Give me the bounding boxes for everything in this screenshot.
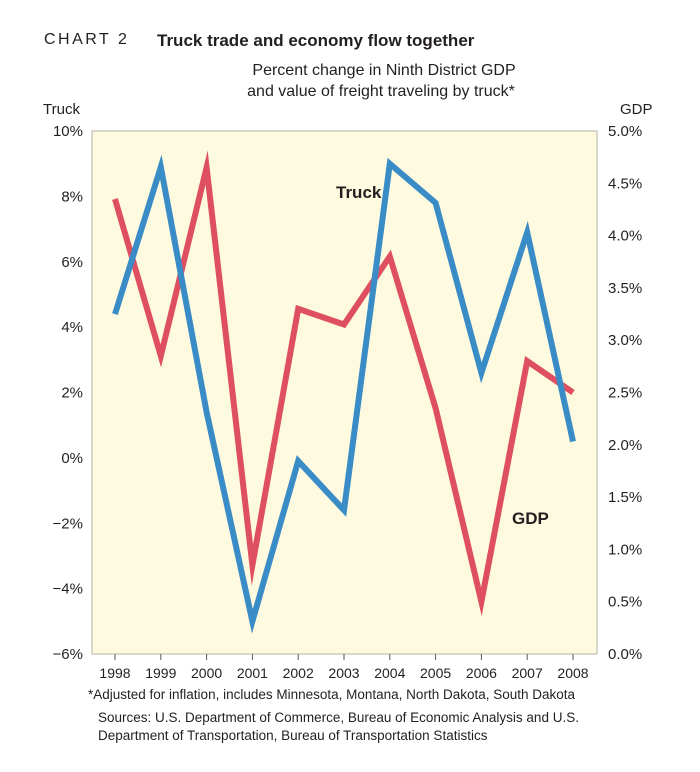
series-label-truck: Truck: [336, 183, 382, 202]
source-line2: Department of Transportation, Bureau of …: [98, 728, 488, 743]
left-tick-label: 0%: [61, 450, 83, 467]
left-tick-label: −4%: [53, 581, 83, 598]
x-tick-label: 2002: [283, 665, 314, 681]
source-line1: Sources: U.S. Department of Commerce, Bu…: [98, 710, 579, 725]
left-axis-title: Truck: [43, 101, 80, 118]
right-tick-label: 0.5%: [608, 594, 642, 611]
x-tick-label: 2003: [328, 665, 359, 681]
chart-title: Truck trade and economy flow together: [157, 31, 475, 50]
x-tick-label: 1999: [145, 665, 176, 681]
left-tick-label: 10%: [53, 123, 83, 140]
x-tick-label: 2004: [374, 665, 405, 681]
left-tick-label: −2%: [53, 515, 83, 532]
left-tick-label: 4%: [61, 319, 83, 336]
right-tick-label: 1.0%: [608, 541, 642, 558]
left-tick-label: 2%: [61, 385, 83, 402]
left-tick-label: 6%: [61, 254, 83, 271]
chart-subtitle-line2: and value of freight traveling by truck*: [247, 83, 515, 100]
series-line-gdp: [112, 150, 575, 617]
right-tick-label: 4.5%: [608, 175, 642, 192]
x-tick-label: 2006: [466, 665, 497, 681]
right-tick-label: 1.5%: [608, 489, 642, 506]
x-tick-label: 1998: [99, 665, 130, 681]
footnote: *Adjusted for inflation, includes Minnes…: [88, 687, 576, 702]
right-tick-label: 2.5%: [608, 385, 642, 402]
source-note: Sources: U.S. Department of Commerce, Bu…: [98, 709, 658, 745]
x-tick-label: 2000: [191, 665, 222, 681]
right-tick-label: 5.0%: [608, 123, 642, 140]
right-axis-title: GDP: [620, 101, 653, 118]
x-tick-label: 2001: [237, 665, 268, 681]
right-tick-label: 3.5%: [608, 280, 642, 297]
chart-label: CHART 2: [44, 31, 130, 48]
series-line-truck: [112, 154, 576, 634]
left-tick-label: 8%: [61, 188, 83, 205]
right-tick-label: 0.0%: [608, 646, 642, 663]
x-tick-label: 2005: [420, 665, 451, 681]
right-tick-label: 4.0%: [608, 228, 642, 245]
x-tick-label: 2008: [557, 665, 588, 681]
right-tick-label: 3.0%: [608, 332, 642, 349]
series-label-gdp: GDP: [512, 509, 549, 528]
plot-area: [91, 130, 598, 655]
right-tick-label: 2.0%: [608, 437, 642, 454]
chart-subtitle-line1: Percent change in Ninth District GDP: [252, 62, 516, 79]
left-tick-label: −6%: [53, 646, 83, 663]
x-tick-label: 2007: [512, 665, 543, 681]
